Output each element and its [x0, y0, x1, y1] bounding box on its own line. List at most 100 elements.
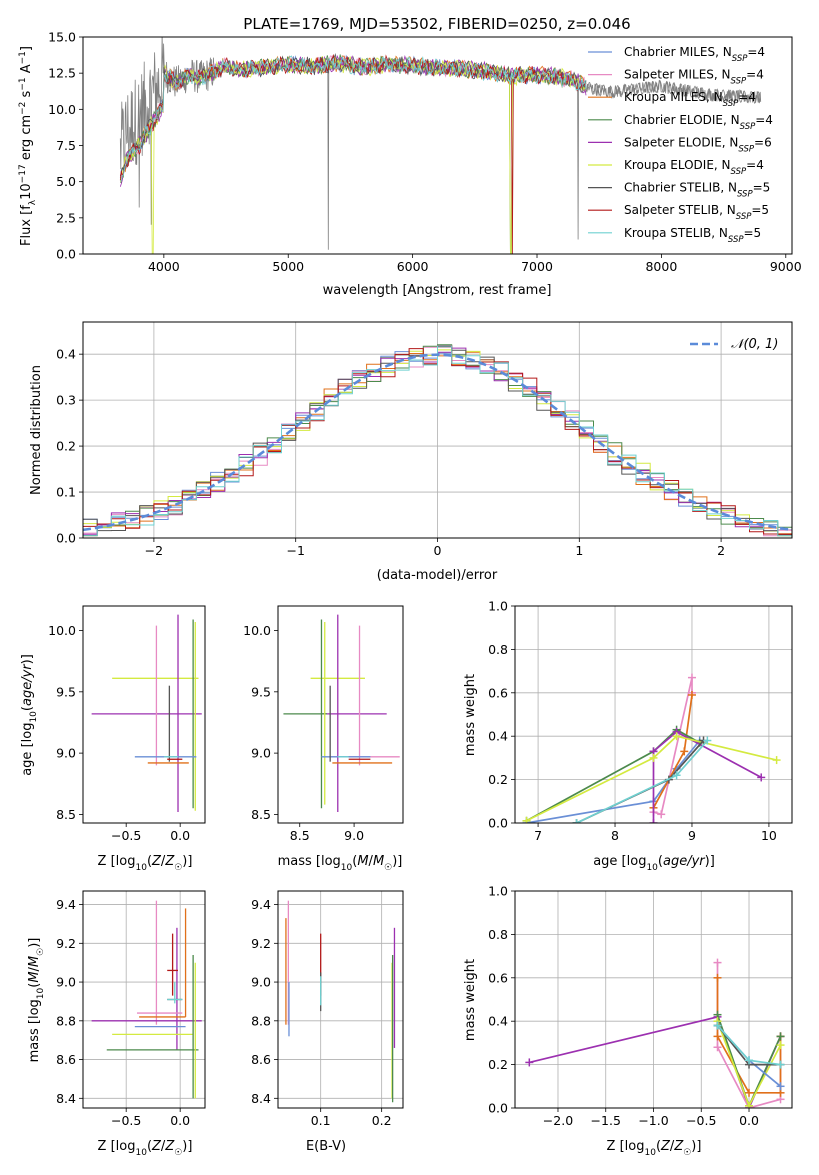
y-tick-label: 9.0 — [56, 746, 76, 761]
spectrum-plot: 4000 5000 6000 7000 8000 9000 0.0 2.5 5.0 7.5 10.0… — [48, 30, 802, 275]
y-tick-label: 0.4 — [488, 1014, 508, 1029]
x-tick-label: −1 — [286, 543, 304, 558]
mwAge-xlabel: age [log10(age/yr)] — [593, 854, 715, 873]
y-tick-label: 10.0 — [48, 623, 76, 638]
x-tick-label: 6000 — [397, 259, 429, 274]
y-tick-label: 9.0 — [56, 975, 76, 990]
mass-weight-vs-metallicity-plot: −2.0 −1.5 −1.0 −0.5 0.0 0.0 0.2 0.4 0.6 0.8 1.0 — [488, 884, 793, 1128]
plot-area — [525, 958, 785, 1108]
residual-histogram-plot: −2 −1 0 1 2 0.0 0.1 0.2 0.3 0.4 𝒩(0, 1) — [56, 321, 793, 558]
mwZ-ylabel: mass weight — [463, 959, 478, 1041]
x-tick-label: 4000 — [148, 259, 180, 274]
x-tick-label: 9000 — [770, 259, 802, 274]
mass-vs-extinction-plot: 0.1 0.2 8.4 8.6 8.8 9.0 9.2 9.4 — [251, 890, 404, 1128]
y-tick-label: 0.2 — [488, 1057, 508, 1072]
x-tick-label: −2.0 — [543, 1113, 573, 1128]
y-tick-label: 9.5 — [56, 684, 76, 699]
y-tick-label: 9.2 — [56, 936, 76, 951]
x-tick-label: −2 — [145, 543, 163, 558]
spectrum-ylabel: Flux [fλ10−17 erg cm−2 s−1 A−1] — [18, 46, 38, 246]
axes-frame — [514, 890, 793, 1109]
mass-vs-metallicity-plot: −0.5 0.0 8.4 8.6 8.8 9.0 9.2 9.4 — [56, 890, 206, 1128]
ageZ-ylabel: age [log10(age/yr)] — [20, 654, 39, 776]
mass-weight-vs-age-plot: 7 8 9 10 0.0 0.2 0.4 0.6 0.8 1.0 — [488, 599, 793, 843]
y-tick-label: 0.0 — [56, 531, 76, 546]
y-tick-label: 8.6 — [56, 1052, 76, 1067]
y-tick-label: 15.0 — [48, 30, 76, 45]
y-tick-label: 2.5 — [56, 210, 76, 225]
legend-label: 𝒩(0, 1) — [731, 337, 778, 352]
y-tick-label: 0.4 — [488, 729, 508, 744]
y-tick-label: 8.4 — [251, 1091, 271, 1106]
axes-frame — [82, 890, 206, 1109]
plot-area — [283, 614, 400, 812]
x-tick-label: 5000 — [272, 259, 304, 274]
y-tick-label: 0.4 — [56, 347, 76, 362]
x-tick-label: 1 — [575, 543, 583, 558]
y-tick-label: 8.5 — [56, 807, 76, 822]
y-tick-label: 8.5 — [251, 807, 271, 822]
y-tick-label: 1.0 — [488, 884, 508, 899]
y-tick-label: 9.4 — [56, 897, 76, 912]
y-tick-label: 12.5 — [48, 66, 76, 81]
y-tick-label: 8.8 — [56, 1013, 76, 1028]
y-tick-label: 0.0 — [56, 247, 76, 262]
ageM-xlabel: mass [log10(M/M☉)] — [278, 854, 403, 873]
series-line-salpeter_miles — [653, 677, 693, 816]
x-tick-label: 10 — [761, 828, 777, 843]
age-vs-mass-plot: 8.5 9.0 8.5 9.0 9.5 10.0 — [243, 605, 404, 843]
x-tick-label: −0.5 — [686, 1113, 716, 1128]
plot-area — [91, 614, 202, 812]
y-tick-label: 10.0 — [48, 102, 76, 117]
x-tick-label: 0.1 — [311, 1113, 331, 1128]
y-tick-label: 10.0 — [243, 623, 271, 638]
x-tick-label: −0.5 — [111, 828, 141, 843]
age-vs-metallicity-plot: −0.5 0.0 8.5 9.0 9.5 10.0 — [48, 605, 206, 843]
ageZ-xlabel: Z [log10(Z/Z☉)] — [98, 854, 193, 873]
y-tick-label: 0.0 — [488, 1101, 508, 1116]
x-tick-label: 8.5 — [290, 828, 310, 843]
y-tick-label: 0.6 — [488, 685, 508, 700]
x-tick-label: 7000 — [521, 259, 553, 274]
x-tick-label: 9.0 — [344, 828, 364, 843]
x-tick-label: 0.0 — [739, 1113, 759, 1128]
x-tick-label: 2 — [717, 543, 725, 558]
massE-xlabel: E(B-V) — [306, 1139, 346, 1154]
axes-frame — [82, 321, 793, 539]
y-tick-label: 0.2 — [56, 439, 76, 454]
x-tick-label: 0.0 — [170, 828, 190, 843]
y-tick-label: 9.5 — [251, 684, 271, 699]
x-tick-label: −1.0 — [638, 1113, 668, 1128]
model-spectrum-salpeter_elodie — [119, 54, 587, 187]
y-tick-label: 9.0 — [251, 975, 271, 990]
y-tick-label: 5.0 — [56, 174, 76, 189]
series-line-kroupa_elodie — [526, 735, 777, 822]
plot-area — [522, 673, 781, 823]
y-tick-label: 8.4 — [56, 1091, 76, 1106]
axes-frame — [277, 605, 404, 824]
axes-frame — [82, 605, 206, 824]
y-tick-label: 0.0 — [488, 816, 508, 831]
y-tick-label: 7.5 — [56, 138, 76, 153]
plot-area — [91, 900, 202, 1099]
massZ-xlabel: Z [log10(Z/Z☉)] — [98, 1139, 193, 1158]
data-spectrum-red-end — [586, 79, 762, 104]
mwZ-xlabel: Z [log10(Z/Z☉)] — [607, 1139, 702, 1158]
plot-area — [83, 344, 792, 537]
y-tick-label: 0.3 — [56, 393, 76, 408]
spectrum-title: PLATE=1769, MJD=53502, FIBERID=0250, z=0… — [243, 15, 630, 33]
y-tick-label: 0.2 — [488, 772, 508, 787]
y-tick-label: 1.0 — [488, 599, 508, 614]
x-tick-label: 0.0 — [170, 1113, 190, 1128]
model-spectrum-chabrier_stelib — [119, 52, 587, 177]
residuals-xlabel: (data-model)/error — [377, 568, 498, 583]
y-tick-label: 9.0 — [251, 746, 271, 761]
y-tick-label: 9.4 — [251, 897, 271, 912]
model-spectrum-salpeter_stelib — [119, 53, 587, 254]
y-tick-label: 8.6 — [251, 1052, 271, 1067]
y-tick-label: 0.1 — [56, 485, 76, 500]
y-tick-label: 8.8 — [251, 1013, 271, 1028]
residuals-ylabel: Normed distribution — [29, 365, 44, 495]
